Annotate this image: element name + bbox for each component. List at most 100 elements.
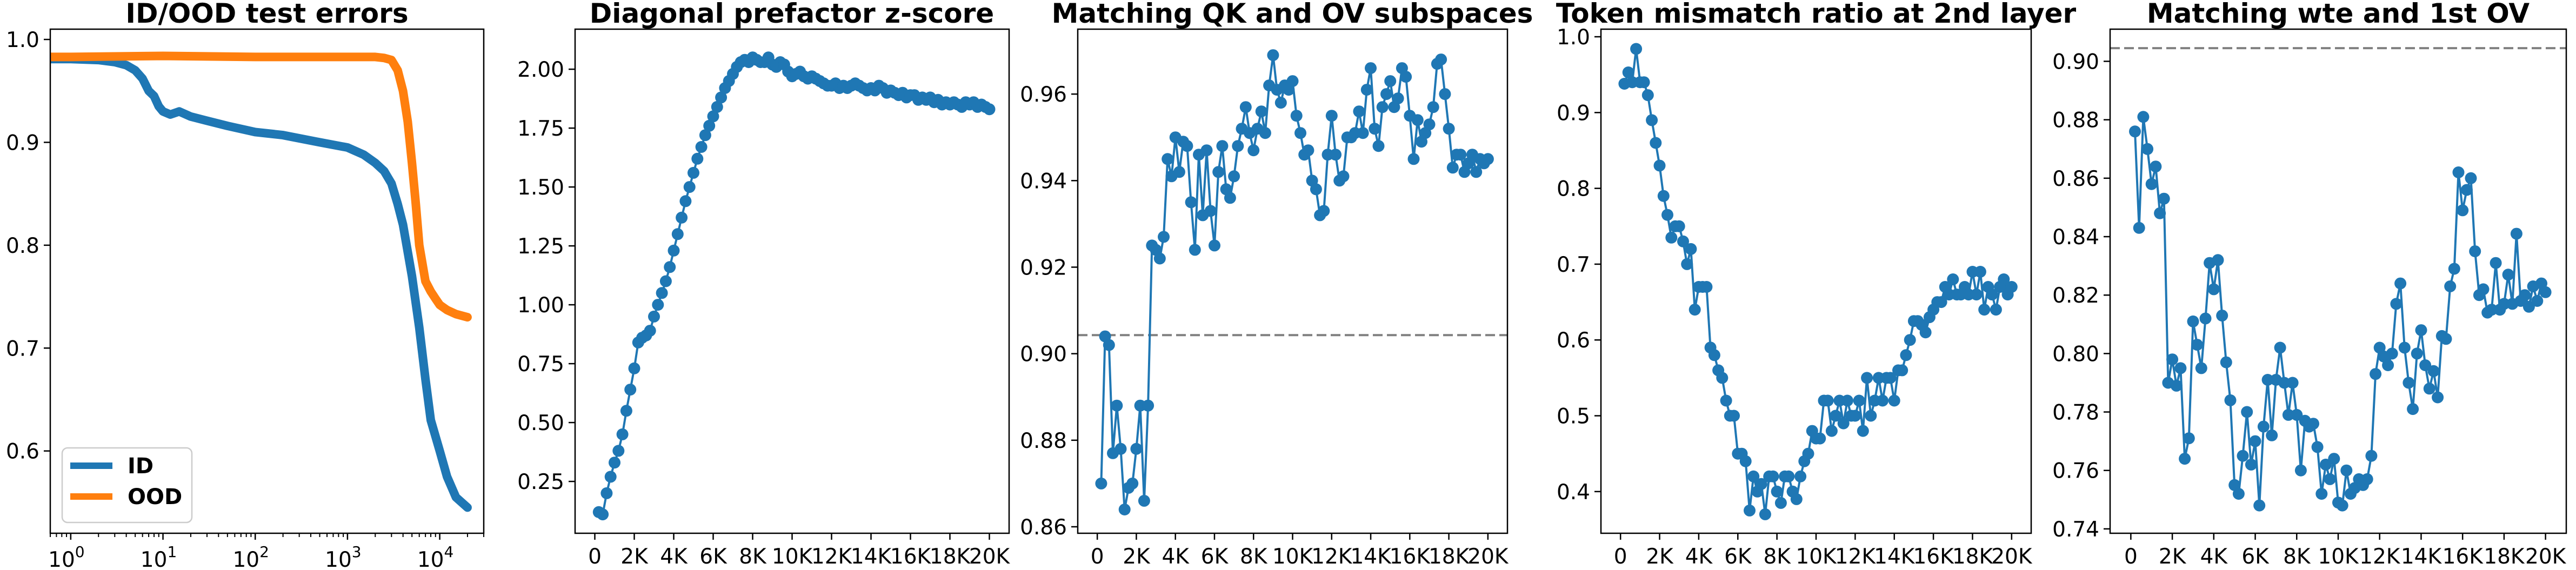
data-point xyxy=(2224,394,2237,406)
y-tick-label: 1.50 xyxy=(517,176,564,200)
x-tick-label: 6K xyxy=(1724,545,1752,569)
series-1 xyxy=(592,51,996,521)
data-point xyxy=(1646,114,1658,126)
y-tick-label: 0.82 xyxy=(2052,284,2099,308)
data-point xyxy=(1802,447,1814,460)
data-point xyxy=(1657,190,1670,202)
series-ood xyxy=(50,51,472,322)
x-tick-label: 20K xyxy=(1991,545,2033,569)
data-point xyxy=(1947,273,1959,285)
data-point xyxy=(2361,473,2373,485)
data-point xyxy=(1274,97,1287,109)
data-point xyxy=(1790,493,1803,505)
data-point xyxy=(1318,205,1330,217)
data-point xyxy=(1294,127,1306,139)
series-line xyxy=(50,55,472,512)
data-point xyxy=(1212,166,1225,178)
data-point xyxy=(597,508,609,521)
data-point xyxy=(2531,295,2544,307)
data-point xyxy=(2137,111,2150,123)
x-tick-label: 16K xyxy=(1390,545,1431,569)
data-point xyxy=(1861,372,1873,384)
x-tick-label: 102 xyxy=(232,543,269,570)
data-point xyxy=(2237,450,2249,462)
data-point xyxy=(1825,425,1838,437)
data-point xyxy=(1228,170,1240,183)
data-point xyxy=(1095,477,1107,489)
data-point xyxy=(1739,455,1752,467)
x-tick-label: 104 xyxy=(417,543,453,570)
data-point xyxy=(1400,71,1412,83)
x-tick-label: 4K xyxy=(2200,545,2228,569)
y-tick-label: 1.0 xyxy=(6,28,39,52)
data-point xyxy=(1286,75,1299,88)
data-point xyxy=(2407,403,2419,415)
y-tick-label: 1.00 xyxy=(517,293,564,318)
x-tick-label: 4K xyxy=(660,545,688,569)
data-point xyxy=(2427,365,2440,377)
data-point xyxy=(1900,349,1912,361)
data-point xyxy=(1708,349,1720,361)
data-point xyxy=(1384,75,1397,88)
data-point xyxy=(1435,53,1447,66)
y-tick-label: 0.86 xyxy=(1020,515,1067,540)
x-tick-label: 100 xyxy=(48,543,84,570)
data-point xyxy=(664,261,676,273)
data-point xyxy=(1200,144,1213,157)
data-point xyxy=(604,471,617,483)
data-point xyxy=(2519,289,2531,301)
data-point xyxy=(1357,127,1369,139)
data-point xyxy=(1247,144,1260,157)
x-tick-label: 10K xyxy=(1796,545,1837,569)
data-point xyxy=(2320,458,2332,471)
data-point xyxy=(2340,464,2353,477)
x-tick-label: 2K xyxy=(1646,545,1674,569)
data-point xyxy=(652,299,664,311)
y-tick-label: 0.7 xyxy=(1557,253,1590,277)
x-tick-label: 10K xyxy=(1272,545,1314,569)
legend-label: ID xyxy=(128,454,154,479)
data-point xyxy=(1181,140,1193,152)
data-point xyxy=(2465,172,2477,184)
data-point xyxy=(2166,353,2179,366)
data-point xyxy=(1126,477,1139,489)
y-tick-label: 0.6 xyxy=(6,440,39,464)
y-tick-label: 0.4 xyxy=(1557,480,1590,505)
data-point xyxy=(1665,231,1678,244)
series-line xyxy=(50,51,472,322)
data-point xyxy=(2282,408,2294,421)
data-point xyxy=(2452,166,2465,178)
data-point xyxy=(2394,277,2407,290)
data-point xyxy=(2469,245,2481,258)
data-point xyxy=(1783,470,1795,482)
data-point xyxy=(2266,429,2278,441)
data-point xyxy=(616,428,629,440)
data-point xyxy=(2510,227,2522,240)
y-tick-label: 0.76 xyxy=(2052,459,2099,484)
x-tick-label: 12K xyxy=(1835,545,1877,569)
data-point xyxy=(2291,408,2303,421)
panel-title: Matching wte and 1st OV xyxy=(2147,0,2530,29)
data-point xyxy=(1443,123,1455,135)
x-tick-label: 10K xyxy=(772,545,813,569)
data-point xyxy=(2141,143,2154,155)
panel-p3: Matching QK and OV subspaces 0.86 0.88 0.90… xyxy=(1020,0,1533,569)
data-point xyxy=(1771,485,1783,498)
data-point xyxy=(1353,105,1365,118)
data-point xyxy=(1747,470,1760,482)
legend: ID OOD xyxy=(61,447,193,524)
y-tick-label: 2.00 xyxy=(517,58,564,82)
data-point xyxy=(2444,280,2457,292)
data-point xyxy=(699,129,711,142)
data-point xyxy=(691,152,704,165)
data-point xyxy=(2199,312,2212,325)
data-point xyxy=(2522,300,2535,313)
data-point xyxy=(1302,144,1314,157)
x-tick-label: 10K xyxy=(2318,545,2359,569)
data-point xyxy=(2460,184,2473,196)
data-point xyxy=(1470,166,1483,178)
data-point xyxy=(1830,410,1842,422)
data-point xyxy=(2490,257,2502,269)
data-point xyxy=(2274,341,2286,354)
axes-frame xyxy=(49,28,485,534)
